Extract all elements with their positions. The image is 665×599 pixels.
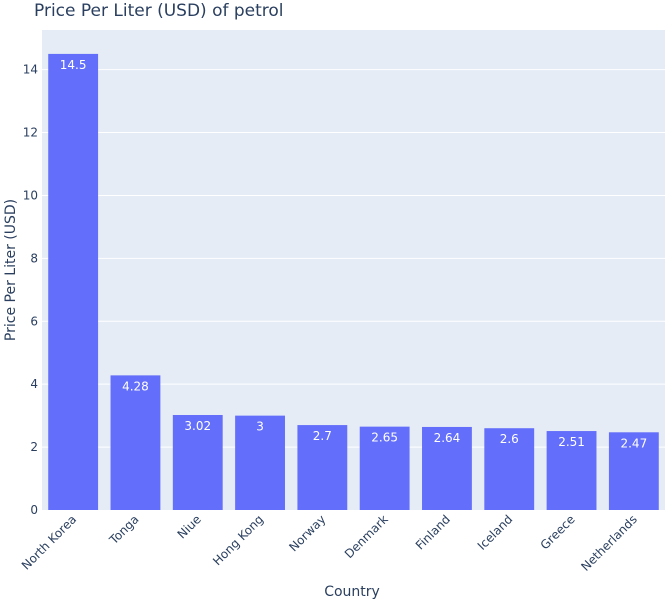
x-tick-label: Greece bbox=[538, 512, 578, 552]
y-tick-label: 10 bbox=[23, 188, 38, 202]
bar-value-label: 2.65 bbox=[371, 431, 398, 445]
bar-value-label: 2.51 bbox=[558, 435, 585, 449]
bar-labels: 14.5 4.28 3.02 3 2.7 2.65 2.64 2.6 2.51 2.47 bbox=[60, 58, 647, 450]
x-tick-label: Hong Kong bbox=[210, 512, 266, 568]
bar bbox=[172, 415, 223, 510]
bar-value-label: 14.5 bbox=[60, 58, 87, 72]
bar bbox=[608, 432, 659, 510]
bar bbox=[297, 425, 348, 510]
x-tick-label: Finland bbox=[413, 512, 453, 552]
bars bbox=[48, 53, 659, 510]
bar-value-label: 4.28 bbox=[122, 379, 149, 393]
bar-value-label: 3 bbox=[256, 420, 264, 434]
chart-title: Price Per Liter (USD) of petrol bbox=[34, 1, 284, 21]
bar-value-label: 3.02 bbox=[184, 419, 211, 433]
bar bbox=[48, 53, 99, 510]
y-tick-label: 2 bbox=[30, 440, 38, 454]
y-tick-label: 6 bbox=[30, 314, 38, 328]
x-tick-label: Norway bbox=[286, 512, 328, 554]
bar-value-label: 2.7 bbox=[313, 429, 332, 443]
bar-value-label: 2.64 bbox=[434, 431, 461, 445]
y-axis-title: Price Per Liter (USD) bbox=[3, 199, 19, 341]
y-axis-ticks: 0 2 4 6 8 10 12 14 bbox=[23, 63, 38, 517]
y-tick-label: 0 bbox=[30, 503, 38, 517]
x-axis-ticks: North Korea Tonga Niue Hong Kong Norway Denma… bbox=[19, 512, 640, 574]
bar bbox=[235, 415, 285, 510]
bar bbox=[422, 426, 472, 510]
y-tick-label: 14 bbox=[23, 63, 38, 77]
x-tick-label: North Korea bbox=[19, 512, 79, 572]
bar-value-label: 2.6 bbox=[500, 432, 519, 446]
x-tick-label: Iceland bbox=[475, 512, 516, 553]
x-axis-title: Country bbox=[324, 584, 380, 599]
y-tick-label: 4 bbox=[30, 377, 38, 391]
x-tick-label: Niue bbox=[175, 512, 204, 541]
bar bbox=[546, 431, 597, 510]
x-tick-label: Tonga bbox=[106, 512, 142, 548]
bar bbox=[484, 428, 535, 510]
bar-value-label: 2.47 bbox=[620, 436, 647, 450]
bar bbox=[359, 426, 410, 510]
x-tick-label: Denmark bbox=[342, 512, 391, 561]
bar bbox=[110, 375, 161, 510]
y-tick-label: 12 bbox=[23, 126, 38, 140]
y-tick-label: 8 bbox=[30, 251, 38, 265]
x-tick-label: Netherlands bbox=[578, 512, 640, 574]
